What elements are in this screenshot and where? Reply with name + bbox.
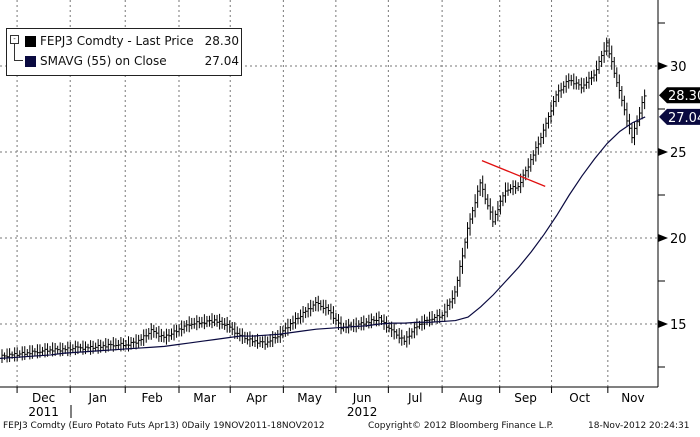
collapse-icon[interactable]: - (10, 35, 19, 44)
x-month-label: Apr (246, 391, 267, 405)
y-tick-label: 30 (670, 60, 687, 75)
x-year-label: 2012 (347, 405, 378, 419)
x-month-label: Jun (352, 391, 372, 405)
footer-security: FEPJ3 Comdty (Euro Potato Futs Apr13) 0D… (3, 421, 325, 431)
x-month-label: Jul (407, 391, 422, 405)
footer-copyright: Copyright© 2012 Bloomberg Finance L.P. (368, 421, 554, 431)
legend-item-price: FEPJ3 Comdty - Last Price 28.30 (25, 33, 239, 49)
price-swatch (25, 35, 36, 47)
y-tick-label: 15 (670, 318, 687, 333)
legend-price-value: 28.30 (204, 34, 239, 48)
x-month-label: Feb (141, 391, 162, 405)
y-tick-arrow (658, 234, 668, 242)
x-month-label: Aug (459, 391, 482, 405)
x-month-label: Oct (569, 391, 590, 405)
x-month-label: Jan (87, 391, 107, 405)
x-year-label: 2011 (28, 405, 59, 419)
last-value-label: 28.30 (668, 89, 700, 104)
footer-timestamp: 18-Nov-2012 20:24:31 (588, 421, 690, 431)
y-tick-arrow (658, 320, 668, 328)
legend-sma-value: 27.04 (204, 54, 239, 68)
y-tick-label: 20 (670, 232, 687, 247)
last-value-tag (659, 87, 700, 104)
last-value-label: 27.04 (668, 111, 700, 126)
sma-line (0, 116, 646, 359)
x-month-label: Nov (621, 391, 644, 405)
x-month-label: May (297, 391, 322, 405)
trendline (481, 159, 546, 188)
y-tick-arrow (658, 62, 668, 70)
legend: FEPJ3 Comdty - Last Price 28.30 SMAVG (5… (6, 28, 242, 76)
y-tick-label: 25 (670, 146, 687, 161)
x-month-label: Mar (193, 391, 216, 405)
x-month-label: Dec (32, 391, 55, 405)
sma-swatch (25, 55, 36, 67)
legend-sma-label: SMAVG (55) on Close (40, 54, 167, 68)
tree-connector-icon (14, 44, 23, 61)
legend-item-sma: SMAVG (55) on Close 27.04 (25, 53, 239, 69)
legend-price-label: FEPJ3 Comdty - Last Price (40, 34, 194, 48)
y-tick-arrow (658, 148, 668, 156)
x-month-label: Sep (514, 391, 537, 405)
last-value-tag (659, 108, 700, 125)
